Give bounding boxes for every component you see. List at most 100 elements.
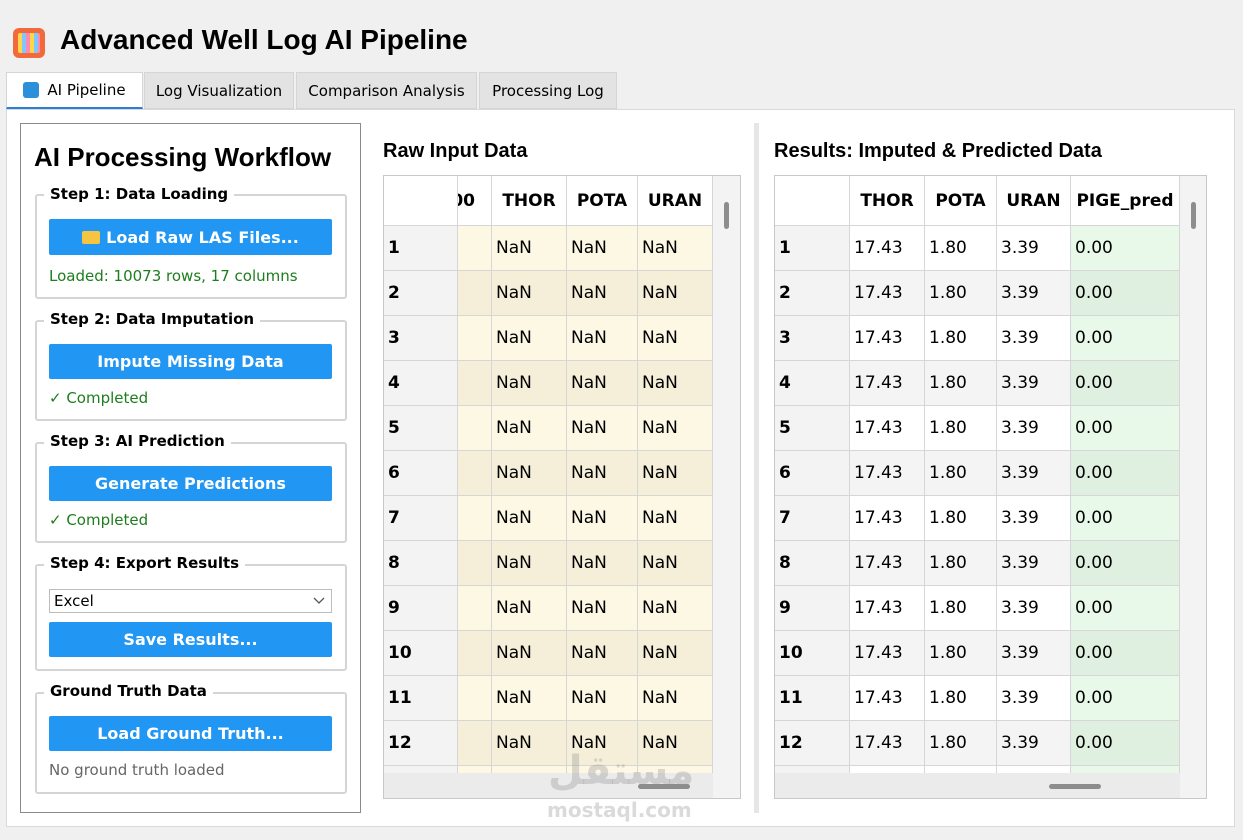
button-label: Generate Predictions bbox=[95, 474, 286, 493]
table-cell: 3.39 bbox=[997, 271, 1071, 316]
row-header: 8 bbox=[384, 541, 458, 586]
table-cell: 3.39 bbox=[997, 586, 1071, 631]
table-cell bbox=[458, 721, 492, 766]
tab-label: AI Pipeline bbox=[47, 81, 126, 99]
table-cell: 1.80 bbox=[925, 271, 997, 316]
table-cell: 17.43 bbox=[850, 541, 925, 586]
save-button[interactable]: Save Results... bbox=[49, 622, 332, 657]
folder-icon bbox=[82, 230, 101, 244]
vertical-scrollbar[interactable] bbox=[1180, 176, 1206, 798]
table-cell bbox=[458, 631, 492, 676]
table-cell: 17.43 bbox=[850, 631, 925, 676]
step-status: ✓ Completed bbox=[49, 511, 149, 529]
table-cell: NaN bbox=[638, 316, 713, 361]
row-header: 4 bbox=[384, 361, 458, 406]
load-las-button[interactable]: Load Raw LAS Files... bbox=[49, 219, 332, 255]
button-label: Load Raw LAS Files... bbox=[106, 227, 299, 247]
step-label: Step 4: Export Results bbox=[44, 554, 246, 572]
table-cell: 17.43 bbox=[850, 406, 925, 451]
row-header: 11 bbox=[384, 676, 458, 721]
vertical-scrollbar[interactable] bbox=[713, 176, 740, 798]
table-cell: NaN bbox=[492, 676, 567, 721]
table-cell: 3.39 bbox=[997, 316, 1071, 361]
table-cell: 1.80 bbox=[925, 631, 997, 676]
horizontal-scrollbar[interactable] bbox=[775, 773, 1180, 798]
step-label: Ground Truth Data bbox=[44, 682, 213, 700]
corner-header bbox=[775, 176, 850, 226]
watermark: mostaql.com bbox=[547, 798, 692, 822]
column-header[interactable]: THOR bbox=[850, 176, 925, 226]
step-status: Loaded: 10073 rows, 17 columns bbox=[49, 267, 298, 285]
table-cell: 17.43 bbox=[850, 586, 925, 631]
button-label: Load Ground Truth... bbox=[97, 724, 284, 743]
column-header[interactable]: POTA bbox=[925, 176, 997, 226]
column-header[interactable]: PIGE_pred bbox=[1071, 176, 1180, 226]
column-header[interactable]: THOR bbox=[492, 176, 567, 226]
table-cell: NaN bbox=[492, 721, 567, 766]
table-cell: 1.80 bbox=[925, 496, 997, 541]
row-header: 12 bbox=[775, 721, 850, 766]
table-cell: NaN bbox=[638, 406, 713, 451]
row-header: 2 bbox=[775, 271, 850, 316]
table-cell: 17.43 bbox=[850, 721, 925, 766]
scroll-thumb[interactable] bbox=[724, 202, 729, 229]
table-cell: NaN bbox=[492, 271, 567, 316]
table-cell: 17.43 bbox=[850, 496, 925, 541]
splitter[interactable] bbox=[754, 123, 759, 813]
load-ground-truth-button[interactable]: Load Ground Truth... bbox=[49, 716, 332, 751]
table-cell: 3.39 bbox=[997, 541, 1071, 586]
predict-button[interactable]: Generate Predictions bbox=[49, 466, 332, 501]
row-header: 2 bbox=[384, 271, 458, 316]
scroll-thumb[interactable] bbox=[1191, 202, 1196, 229]
column-header[interactable]: 00 bbox=[458, 176, 492, 226]
table-cell: 3.39 bbox=[997, 676, 1071, 721]
table-cell: 3.39 bbox=[997, 451, 1071, 496]
impute-button[interactable]: Impute Missing Data bbox=[49, 344, 332, 379]
row-header: 9 bbox=[775, 586, 850, 631]
table-cell: NaN bbox=[567, 361, 638, 406]
table-cell bbox=[458, 586, 492, 631]
table-cell: 3.39 bbox=[997, 496, 1071, 541]
step-label: Step 1: Data Loading bbox=[44, 185, 235, 203]
row-header: 5 bbox=[384, 406, 458, 451]
app-icon bbox=[13, 28, 45, 58]
app-title: Advanced Well Log AI Pipeline bbox=[60, 24, 468, 55]
column-header[interactable]: URAN bbox=[638, 176, 713, 226]
table-cell: NaN bbox=[567, 541, 638, 586]
table-cell bbox=[458, 496, 492, 541]
table-cell: NaN bbox=[567, 406, 638, 451]
results-table: THOR POTA URAN PIGE_pred 1 17.43 1.80 3.39 0.00 2… bbox=[774, 175, 1207, 799]
table-cell: NaN bbox=[638, 496, 713, 541]
row-header: 7 bbox=[775, 496, 850, 541]
table-cell: NaN bbox=[638, 361, 713, 406]
row-header: 1 bbox=[775, 226, 850, 271]
format-select[interactable]: Excel bbox=[49, 589, 332, 613]
column-header[interactable]: POTA bbox=[567, 176, 638, 226]
table-cell bbox=[458, 676, 492, 721]
table-cell: 0.00 bbox=[1071, 451, 1180, 496]
tab[interactable]: AI Pipeline bbox=[6, 72, 143, 109]
table-cell: NaN bbox=[638, 631, 713, 676]
row-header: 4 bbox=[775, 361, 850, 406]
column-header[interactable]: URAN bbox=[997, 176, 1071, 226]
table-cell: 1.80 bbox=[925, 586, 997, 631]
table-cell: 1.80 bbox=[925, 721, 997, 766]
table-cell: 0.00 bbox=[1071, 496, 1180, 541]
horizontal-scrollbar[interactable] bbox=[384, 773, 713, 798]
table-cell: 1.80 bbox=[925, 451, 997, 496]
table-cell: 1.80 bbox=[925, 676, 997, 721]
tab[interactable]: Processing Log bbox=[479, 72, 617, 109]
scroll-thumb[interactable] bbox=[638, 784, 690, 789]
row-header: 12 bbox=[384, 721, 458, 766]
corner-header bbox=[384, 176, 458, 226]
tab[interactable]: Log Visualization bbox=[144, 72, 294, 109]
step-status: No ground truth loaded bbox=[49, 761, 225, 779]
tab[interactable]: Comparison Analysis bbox=[296, 72, 477, 109]
row-header: 1 bbox=[384, 226, 458, 271]
table-cell: 3.39 bbox=[997, 406, 1071, 451]
scroll-thumb[interactable] bbox=[1049, 784, 1101, 789]
table-cell: 0.00 bbox=[1071, 721, 1180, 766]
table-cell: NaN bbox=[567, 496, 638, 541]
table-cell: NaN bbox=[567, 631, 638, 676]
row-header: 5 bbox=[775, 406, 850, 451]
